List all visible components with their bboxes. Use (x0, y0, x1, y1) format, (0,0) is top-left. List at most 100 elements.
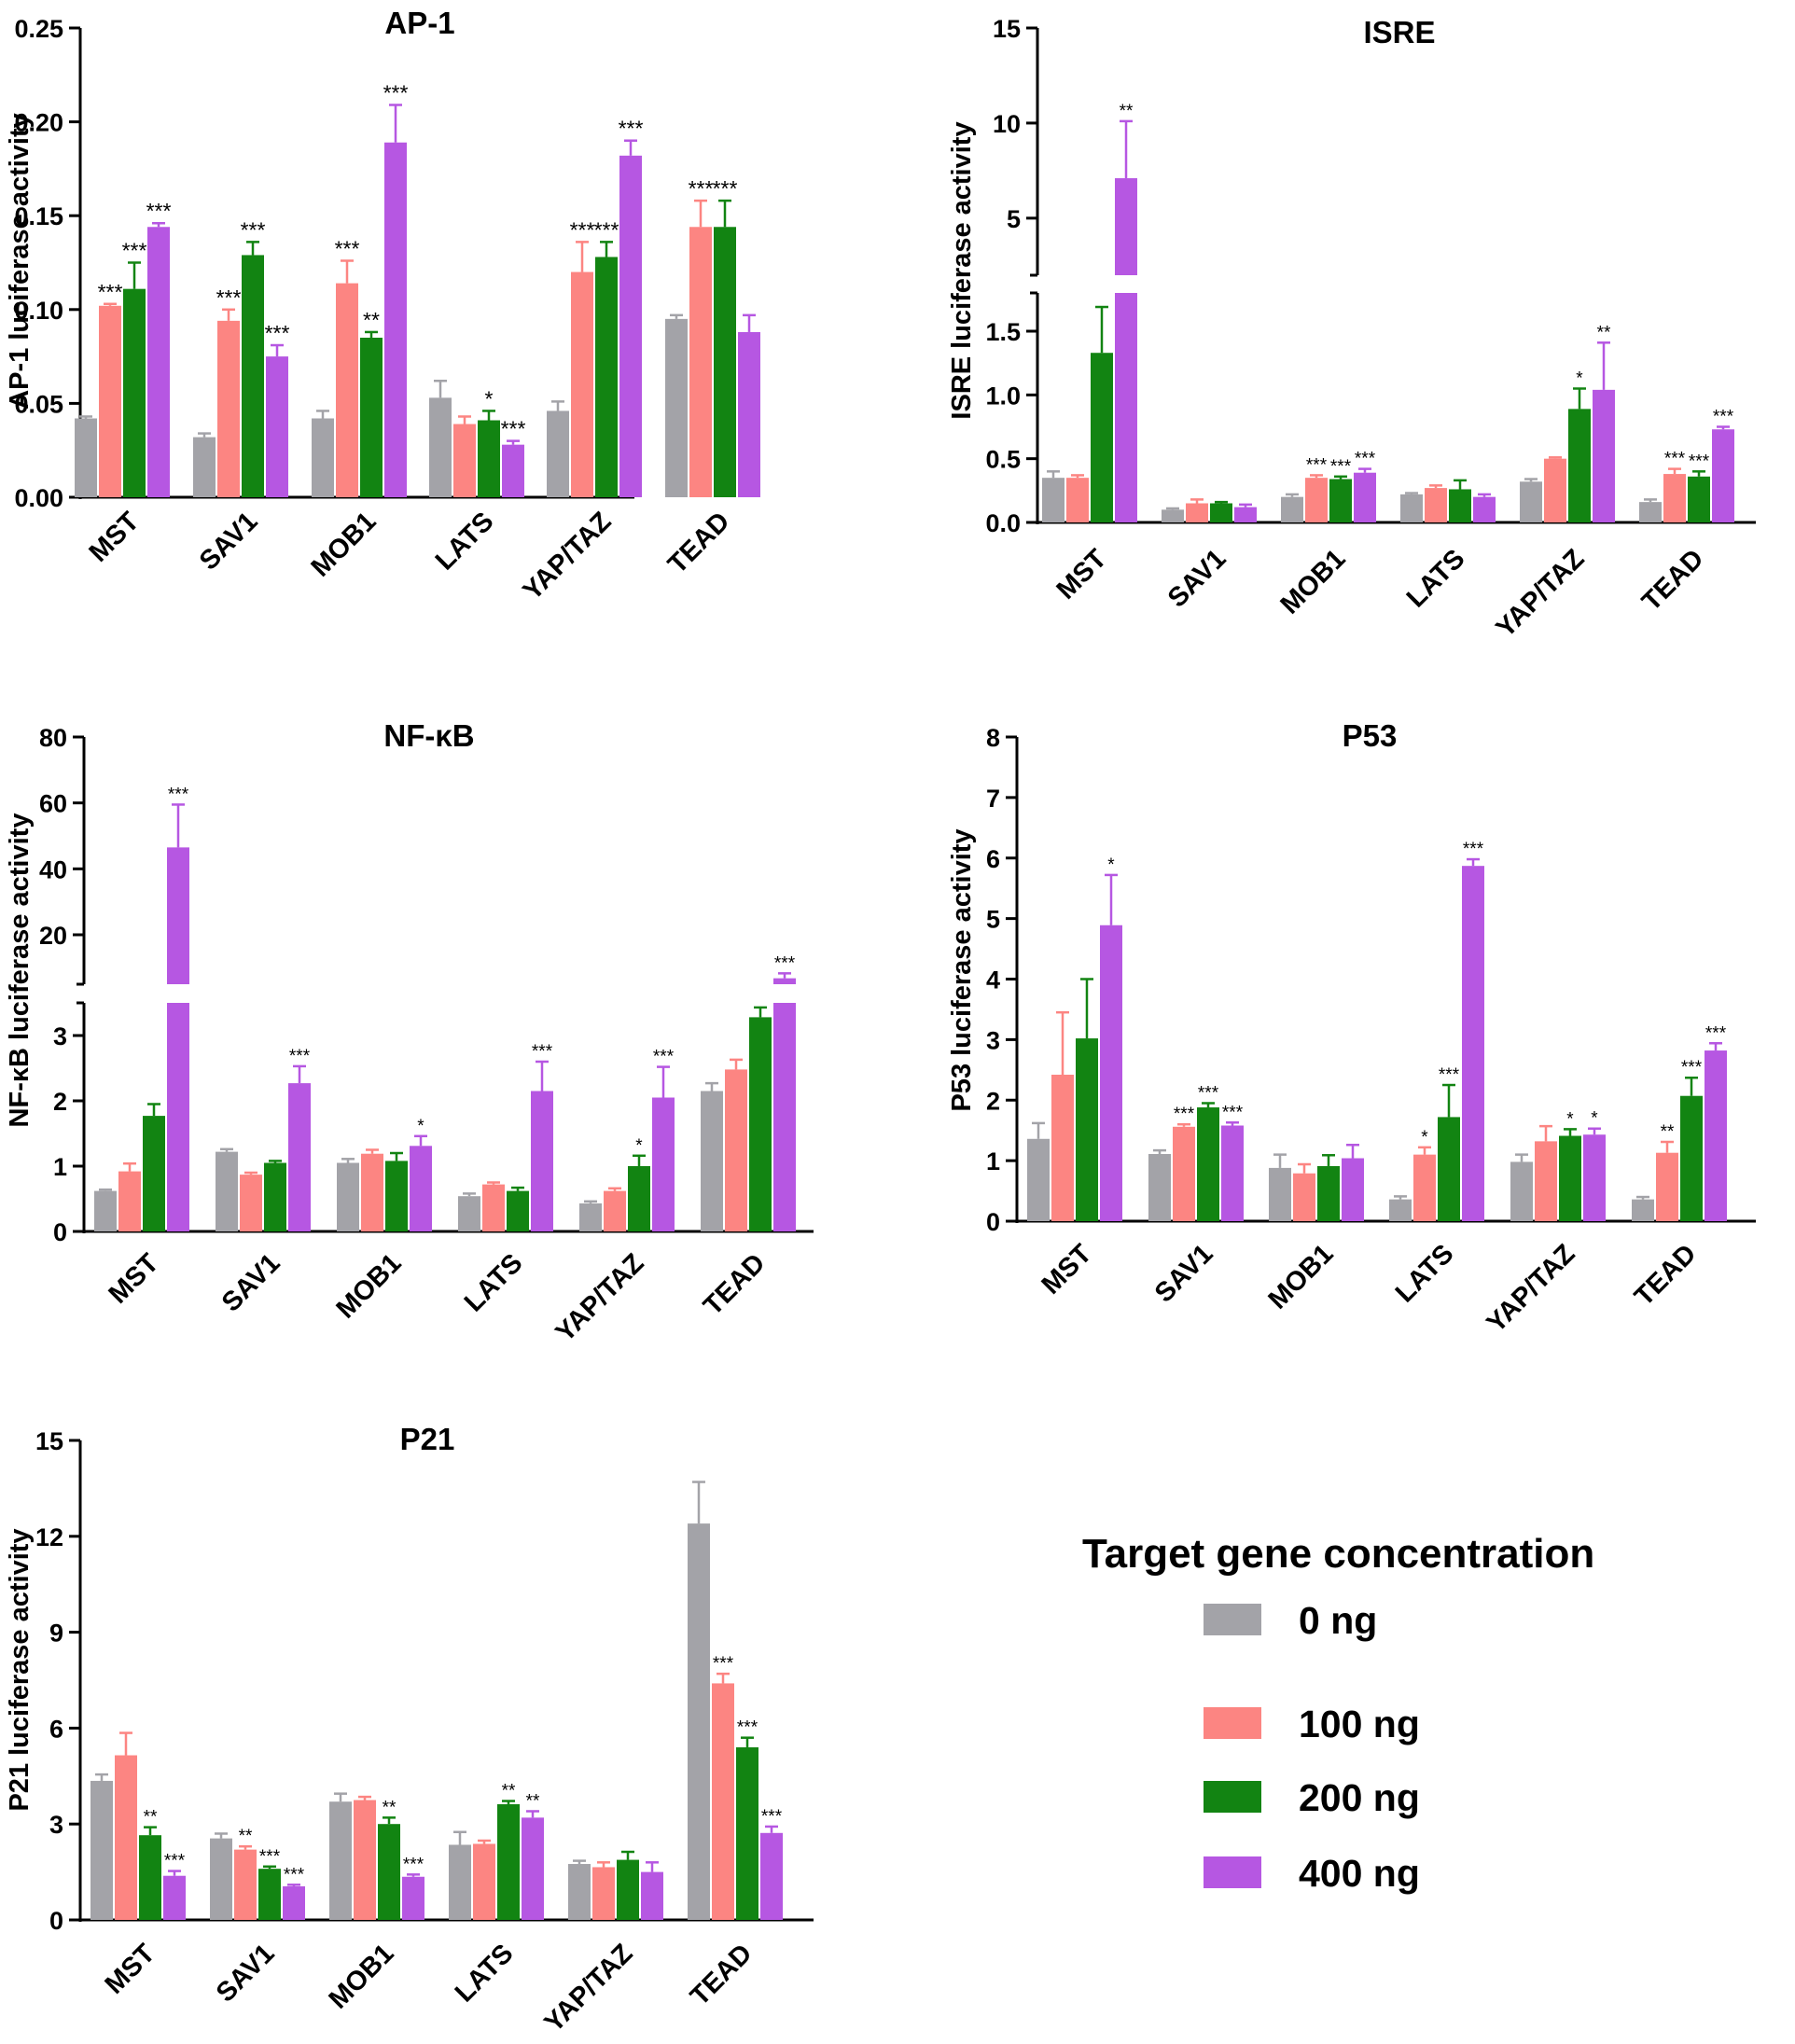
bar-mst-400-ng-upper (167, 847, 189, 984)
bar-tead-100-ng (725, 1069, 747, 1231)
bar-sav1-400-ng (1234, 507, 1257, 522)
bar-sav1-200-ng (258, 1869, 281, 1920)
chart-title: AP-1 (384, 6, 454, 40)
significance-label: ** (1661, 1122, 1675, 1142)
legend-title: Target gene concentration (1082, 1531, 1594, 1577)
significance-label: *** (1463, 840, 1484, 859)
bar-sav1-0-ng (210, 1838, 232, 1920)
significance-label: *** (1681, 1058, 1703, 1078)
x-tick-label-mob1: MOB1 (1275, 544, 1352, 620)
y-tick-label: 3 (49, 1811, 63, 1839)
y-tick-label: 12 (35, 1523, 63, 1551)
bar-tead-400-ng (1712, 429, 1734, 522)
bar-yap-taz-200-ng (628, 1166, 650, 1231)
significance-label: *** (335, 236, 360, 260)
y-tick-label: 1 (53, 1153, 67, 1181)
x-tick-label-tead: TEAD (662, 507, 735, 579)
bar-lats-400-ng (502, 444, 524, 497)
significance-label: * (1566, 1109, 1574, 1129)
bar-tead-200-ng (1688, 476, 1710, 522)
significance-label: *** (284, 1865, 305, 1884)
y-tick-label: 0 (49, 1907, 63, 1935)
y-tick-label: 0.00 (14, 484, 63, 512)
y-tick-label: 5 (986, 906, 1000, 934)
bar-sav1-400-ng (288, 1083, 311, 1231)
significance-label: *** (653, 1048, 675, 1067)
y-tick-label: 40 (39, 855, 67, 883)
bar-yap-taz-400-ng (1593, 389, 1615, 522)
bar-sav1-200-ng (1197, 1107, 1219, 1221)
significance-label: *** (259, 1847, 281, 1867)
significance-label: ** (502, 1782, 516, 1801)
bar-sav1-0-ng (1148, 1153, 1171, 1221)
x-tick-label-mst: MST (1051, 544, 1113, 605)
significance-label: *** (1306, 455, 1328, 475)
significance-label: *** (501, 417, 526, 441)
bar-mob1-400-ng (410, 1146, 432, 1231)
bar-mst-400-ng-lower (167, 1003, 189, 1231)
y-tick-label: 2 (53, 1088, 67, 1116)
x-tick-label-yap-taz: YAP/TAZ (518, 507, 618, 606)
x-tick-label-yap-taz: YAP/TAZ (550, 1248, 650, 1348)
bar-yap-taz-0-ng (579, 1203, 602, 1231)
y-tick-label: 0.10 (14, 297, 63, 325)
x-tick-label-lats: LATS (450, 1939, 520, 2009)
bar-tead-400-ng-lower (773, 1003, 796, 1231)
significance-label: *** (1174, 1105, 1195, 1124)
bar-tead-0-ng (701, 1091, 723, 1231)
x-tick-label-mob1: MOB1 (306, 507, 383, 583)
y-tick-label: 0 (986, 1208, 1000, 1236)
bar-yap-taz-200-ng (1559, 1135, 1581, 1221)
significance-label: * (635, 1136, 643, 1156)
x-tick-label-sav1: SAV1 (216, 1248, 286, 1318)
significance-label: *** (216, 285, 242, 310)
bar-yap-taz-200-ng (617, 1859, 639, 1920)
bar-sav1-0-ng (216, 1151, 238, 1231)
legend-swatch-100ng (1204, 1707, 1261, 1739)
bar-mst-200-ng (1076, 1038, 1098, 1221)
chart-title: NF-κB (383, 718, 474, 753)
legend-label-0ng: 0 ng (1299, 1599, 1377, 1642)
bar-lats-100-ng (473, 1843, 495, 1920)
bar-mst-100-ng (118, 1171, 141, 1231)
significance-label: * (1107, 855, 1115, 875)
y-tick-label: 0.05 (14, 390, 63, 418)
significance-label: * (1421, 1128, 1428, 1147)
chart-nfkb: NF-κB NF-κB luciferase activity 0 1 2 3 20 40 60… (5, 718, 814, 1348)
y-tick-label: 20 (39, 922, 67, 950)
bar-lats-200-ng (497, 1803, 520, 1920)
significance-label: *** (164, 1852, 186, 1871)
y-tick-label: 80 (39, 724, 67, 752)
bar-tead-400-ng (738, 331, 760, 497)
bar-yap-taz-400-ng (619, 155, 642, 498)
y-axis-label: NF-κB luciferase activity (5, 813, 35, 1128)
significance-label: *** (122, 239, 147, 263)
x-tick-label-sav1: SAV1 (194, 507, 264, 577)
bar-lats-0-ng (458, 1196, 480, 1231)
bar-tead-400-ng-upper (773, 978, 796, 984)
significance-label: *** (570, 217, 595, 242)
bar-mst-200-ng (1091, 353, 1113, 522)
significance-label: *** (1222, 1103, 1244, 1122)
bar-mst-200-ng (139, 1835, 161, 1920)
x-tick-label-mob1: MOB1 (1263, 1239, 1340, 1315)
x-tick-label-tead: TEAD (698, 1248, 771, 1321)
bar-mob1-400-ng (384, 142, 407, 497)
bar-mst-100-ng (115, 1755, 137, 1920)
bar-tead-200-ng (749, 1017, 772, 1231)
bar-yap-taz-0-ng (1510, 1161, 1533, 1221)
significance-label: *** (1439, 1065, 1460, 1085)
significance-label: *** (98, 280, 123, 304)
significance-label: ** (383, 1798, 397, 1817)
bar-mst-0-ng (90, 1780, 113, 1920)
bar-lats-0-ng (1400, 494, 1423, 522)
bar-tead-0-ng (1632, 1199, 1654, 1221)
x-tick-label-yap-taz: YAP/TAZ (1491, 544, 1591, 644)
y-tick-label: 0 (53, 1218, 67, 1246)
bar-tead-200-ng (736, 1746, 758, 1920)
significance-label: *** (689, 176, 714, 201)
y-tick-label: 6 (986, 845, 1000, 873)
x-tick-label-lats: LATS (1390, 1239, 1460, 1309)
bar-mob1-100-ng (361, 1153, 383, 1231)
x-tick-label-sav1: SAV1 (1149, 1239, 1219, 1309)
